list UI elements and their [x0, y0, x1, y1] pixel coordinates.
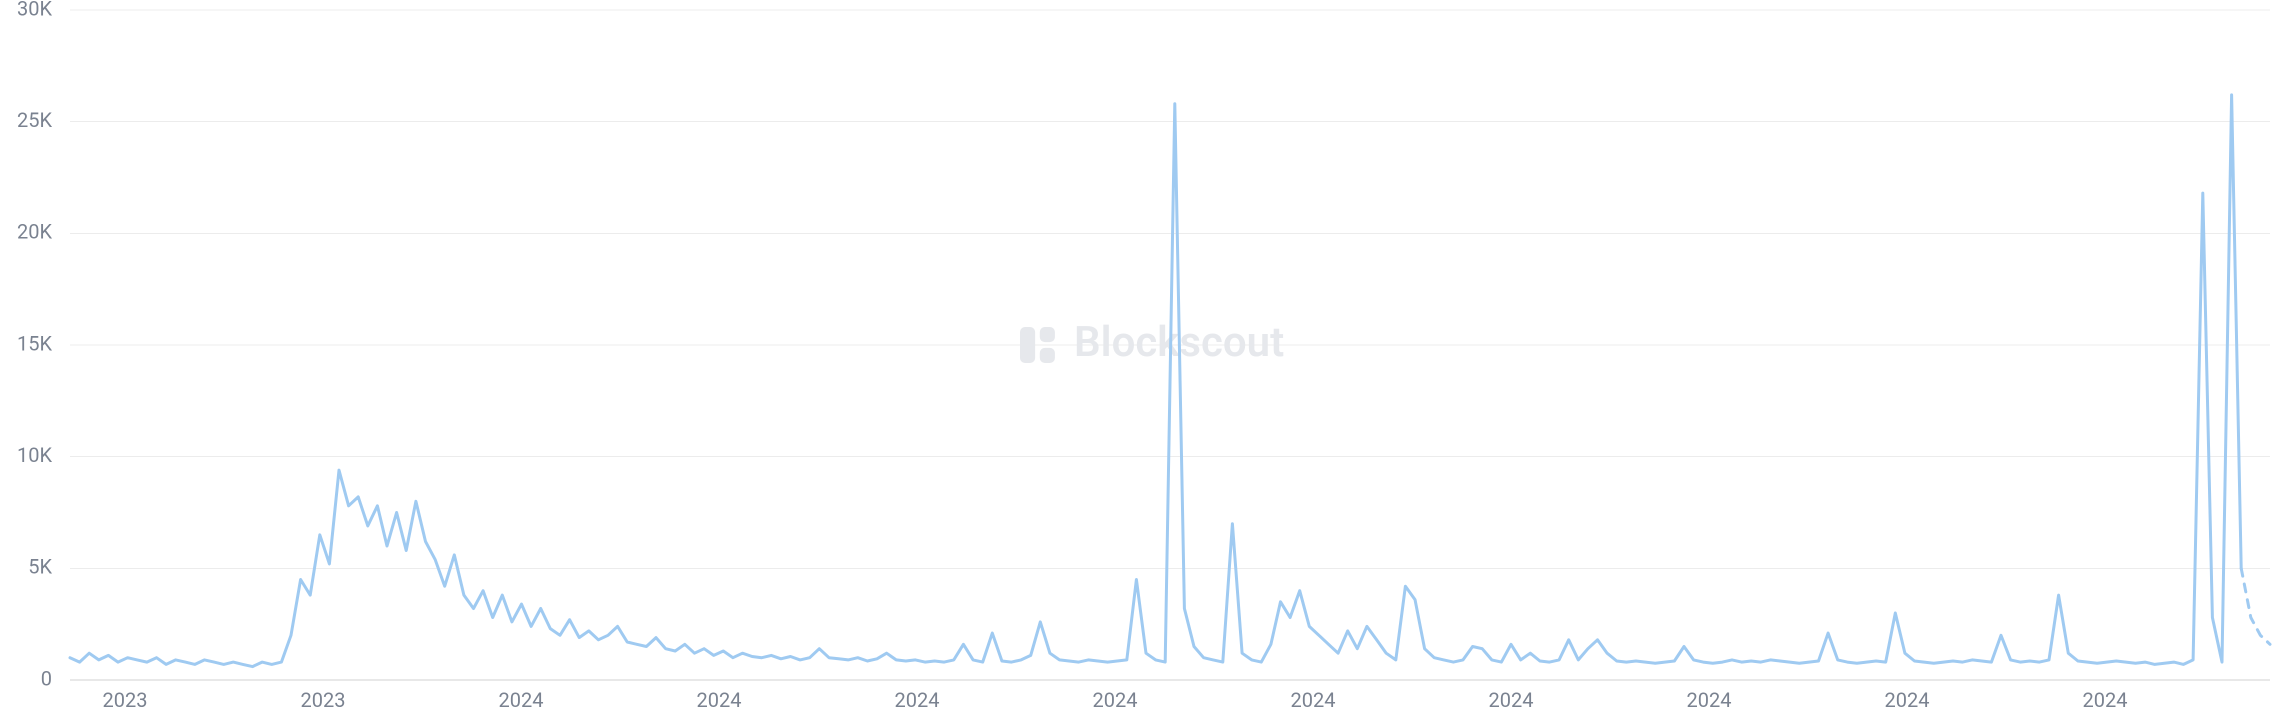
- x-tick-label: 2024: [2083, 688, 2128, 712]
- x-tick-label: 2024: [1291, 688, 1336, 712]
- series-line-projected: [2241, 568, 2270, 644]
- y-tick-label: 30K: [17, 0, 52, 20]
- x-tick-label: 2024: [895, 688, 940, 712]
- timeseries-chart: 0 5K 10K 15K 20K 25K 30K Blockscout 2023 2023 2024…: [0, 0, 2282, 722]
- chart-svg: 0 5K 10K 15K 20K 25K 30K Blockscout 2023 2023 2024…: [0, 0, 2282, 722]
- x-tick-label: 2023: [103, 688, 148, 712]
- y-tick-label: 20K: [17, 220, 52, 244]
- x-tick-label: 2024: [499, 688, 544, 712]
- x-tick-label: 2024: [1687, 688, 1732, 712]
- y-tick-label: 0: [41, 666, 52, 690]
- x-tick-label: 2024: [1489, 688, 1534, 712]
- y-tick-label: 15K: [17, 331, 52, 355]
- x-tick-label: 2024: [697, 688, 742, 712]
- y-tick-label: 10K: [17, 443, 52, 467]
- watermark: Blockscout: [1020, 318, 1284, 367]
- y-tick-label: 25K: [17, 108, 52, 132]
- y-tick-label: 5K: [28, 555, 52, 579]
- x-tick-label: 2024: [1093, 688, 1138, 712]
- series-line: [70, 95, 2241, 667]
- x-tick-label: 2024: [1885, 688, 1930, 712]
- x-tick-label: 2023: [301, 688, 346, 712]
